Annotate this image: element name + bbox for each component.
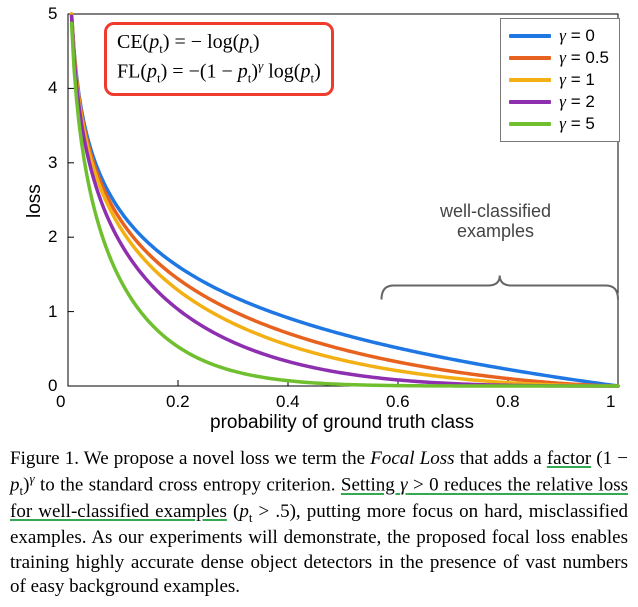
formula-ce: CE(pt) = − log(pt): [117, 29, 321, 58]
legend-swatch: [509, 100, 551, 104]
annotation-line1: well-classified: [440, 201, 551, 221]
legend-item-gamma-5: γ = 5: [509, 113, 609, 135]
y-tick-label: 5: [48, 4, 57, 24]
legend-swatch: [509, 122, 551, 126]
legend-item-gamma-2: γ = 2: [509, 91, 609, 113]
legend-swatch: [509, 34, 551, 38]
well-classified-annotation: well-classified examples: [440, 202, 551, 242]
annotation-line2: examples: [457, 221, 534, 241]
legend-label: γ = 1: [559, 70, 595, 90]
formula-fl: FL(pt) = −(1 − pt)γ log(pt): [117, 58, 321, 88]
legend: γ = 0γ = 0.5γ = 1γ = 2γ = 5: [500, 18, 620, 142]
y-tick-label: 2: [48, 227, 57, 247]
legend-item-gamma-0.5: γ = 0.5: [509, 47, 609, 69]
legend-label: γ = 0.5: [559, 48, 609, 68]
x-tick-label: 0.4: [276, 392, 300, 412]
x-tick-label: 1: [606, 392, 615, 412]
y-tick-label: 4: [48, 78, 57, 98]
figure-container: { "chart": { "type": "line", "width_px":…: [0, 0, 638, 607]
legend-item-gamma-0: γ = 0: [509, 25, 609, 47]
legend-label: γ = 2: [559, 92, 595, 112]
y-tick-label: 3: [48, 153, 57, 173]
y-tick-label: 1: [48, 302, 57, 322]
x-tick-label: 0.6: [386, 392, 410, 412]
x-tick-label: 0.8: [496, 392, 520, 412]
figure-caption: Figure 1. We propose a novel loss we ter…: [0, 445, 638, 607]
brace-icon: [382, 276, 619, 300]
legend-swatch: [509, 78, 551, 82]
legend-item-gamma-1: γ = 1: [509, 69, 609, 91]
x-tick-label: 0.2: [166, 392, 190, 412]
x-tick-label: 0: [56, 392, 65, 412]
x-axis-label: probability of ground truth class: [210, 412, 474, 434]
y-axis-label: loss: [24, 184, 46, 218]
legend-label: γ = 0: [559, 26, 595, 46]
legend-label: γ = 5: [559, 114, 595, 134]
legend-swatch: [509, 56, 551, 60]
chart-area: 012345 00.20.40.60.81 loss probability o…: [0, 0, 638, 445]
formula-box: CE(pt) = − log(pt) FL(pt) = −(1 − pt)γ l…: [104, 22, 334, 96]
